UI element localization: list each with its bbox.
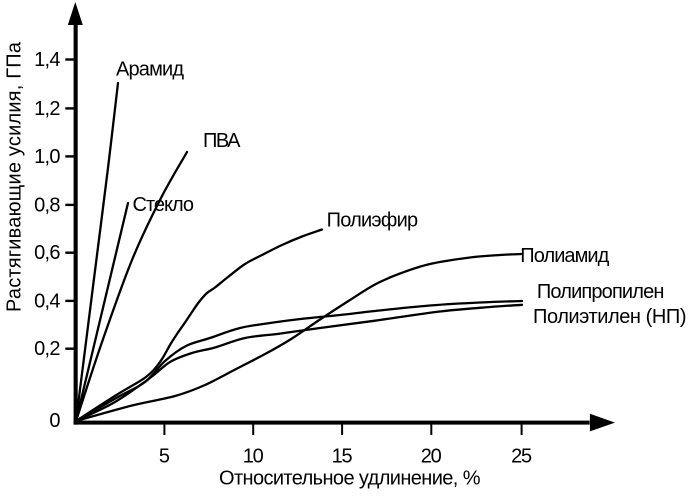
svg-text:Стекло: Стекло [133, 194, 195, 216]
svg-text:15: 15 [332, 446, 353, 468]
svg-text:Арамид: Арамид [116, 59, 184, 81]
svg-text:0,2: 0,2 [34, 338, 60, 360]
svg-text:1,2: 1,2 [34, 98, 60, 120]
svg-text:25: 25 [511, 446, 532, 468]
svg-text:ПВА: ПВА [203, 130, 241, 152]
svg-text:Относительное удлинение, %: Относительное удлинение, % [219, 468, 481, 490]
svg-text:Полиэфир: Полиэфир [327, 209, 419, 231]
svg-text:20: 20 [421, 446, 442, 468]
svg-text:0,4: 0,4 [34, 290, 60, 312]
svg-text:0,8: 0,8 [34, 194, 60, 216]
svg-text:Растягивающие усилия, ГПа: Растягивающие усилия, ГПа [4, 41, 26, 312]
svg-text:Полипропилен: Полипропилен [537, 281, 665, 303]
svg-text:Полиэтилен (НП): Полиэтилен (НП) [533, 306, 687, 328]
svg-text:0: 0 [49, 410, 60, 432]
svg-text:5: 5 [159, 446, 170, 468]
svg-text:10: 10 [243, 446, 264, 468]
svg-text:1,4: 1,4 [34, 49, 60, 71]
svg-text:1,0: 1,0 [34, 146, 60, 168]
svg-text:0,6: 0,6 [34, 242, 60, 264]
svg-text:Полиамид: Полиамид [520, 245, 609, 267]
